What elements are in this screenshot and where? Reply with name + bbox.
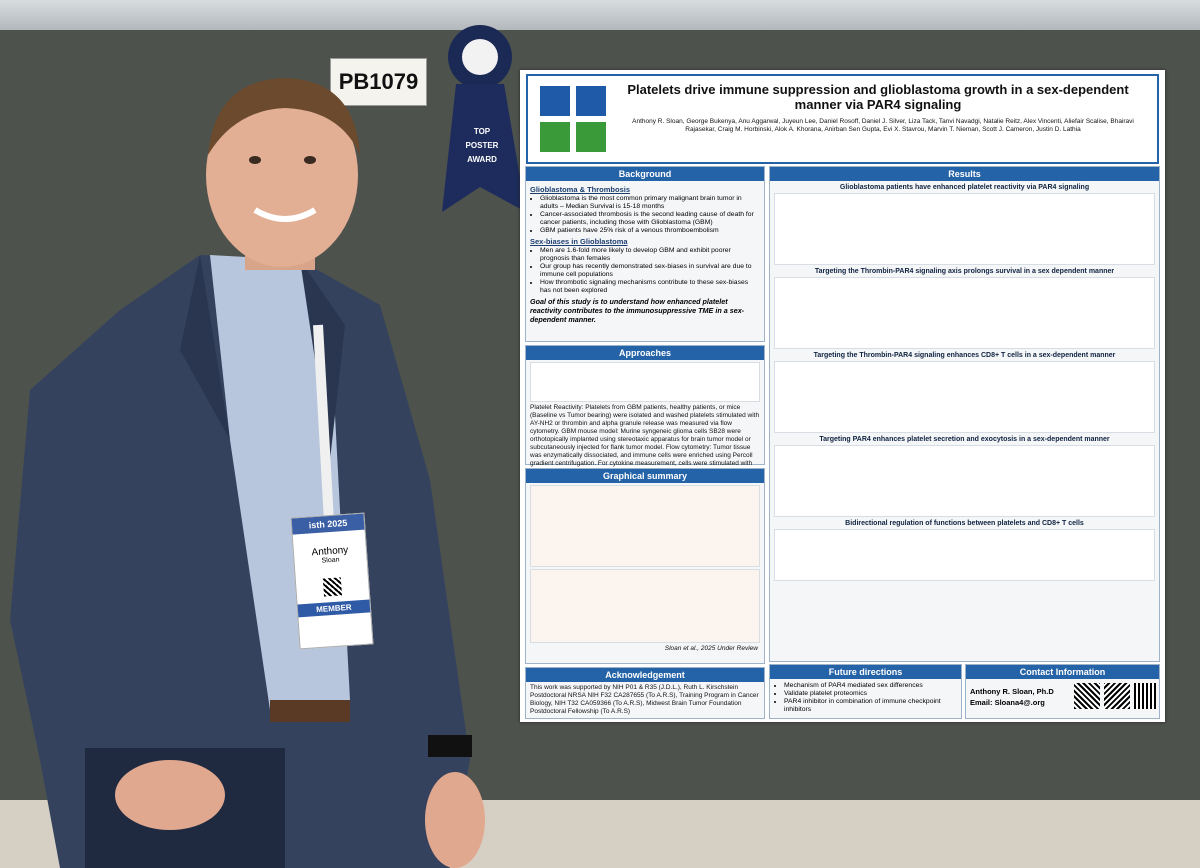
summary-panel: Graphical summary Sloan et al., 2025 Und… [525, 468, 765, 664]
section-heading: Graphical summary [526, 469, 764, 483]
eye [249, 156, 261, 164]
lanyard [313, 324, 335, 541]
results-panel: Results Glioblastoma patients have enhan… [769, 166, 1160, 662]
approaches-text: Platelet Reactivity: Platelets from GBM … [530, 404, 760, 475]
results-body: Glioblastoma patients have enhanced plat… [770, 184, 1159, 581]
bullet: Cancer-associated thrombosis is the seco… [540, 211, 760, 227]
rosette-center [462, 39, 498, 75]
hand [115, 760, 225, 830]
section-heading: Background [526, 167, 764, 181]
watch [428, 735, 472, 757]
bullet: How thrombotic signaling mechanisms cont… [540, 279, 760, 295]
acknowledgement-panel: Acknowledgement This work was supported … [525, 667, 765, 719]
future-panel: Future directions Mechanism of PAR4 medi… [769, 664, 962, 719]
approaches-panel: Approaches Platelet Reactivity: Platelet… [525, 345, 765, 475]
results-figure [774, 361, 1155, 433]
section-heading: Results [770, 167, 1159, 181]
results-figure [774, 277, 1155, 349]
bullet: Men are 1.6-fold more likely to develop … [540, 247, 760, 263]
contact-email: Email: Sloana4@.org [970, 698, 1045, 707]
qr-code [1074, 683, 1100, 709]
booth-number: PB1079 [330, 58, 427, 106]
qr-code [1134, 683, 1156, 709]
ribbon-word: TOP [474, 127, 491, 136]
results-subheading: Targeting PAR4 enhances platelet secreti… [819, 436, 1110, 443]
results-subheading: Targeting the Thrombin-PAR4 signaling ax… [814, 268, 1115, 275]
background-body: Glioblastoma & ThrombosisGlioblastoma is… [526, 181, 764, 326]
ribbon-word: AWARD [467, 155, 497, 164]
section-heading: Approaches [526, 346, 764, 360]
bullet: GBM patients have 25% risk of a venous t… [540, 227, 760, 235]
lapel [180, 255, 230, 440]
bullet: Mechanism of PAR4 mediated sex differenc… [784, 682, 957, 690]
hair [208, 78, 360, 155]
section-heading: Contact Information [966, 665, 1159, 679]
bullet: Validate platelet proteomics [784, 690, 957, 698]
results-subheading: Glioblastoma patients have enhanced plat… [839, 184, 1090, 191]
ribbon-tail [442, 84, 526, 212]
smile [253, 207, 317, 222]
summary-figure [530, 485, 760, 567]
bullet: Our group has recently demonstrated sex-… [540, 263, 760, 279]
logo-part [576, 86, 606, 116]
belt [270, 700, 350, 722]
bullet: Glioblastoma is the most common primary … [540, 195, 760, 211]
results-figure [774, 193, 1155, 265]
ribbon-word: POSTER [466, 141, 499, 150]
review-note: Sloan et al., 2025 Under Review [664, 645, 758, 652]
logo [540, 86, 606, 152]
sub-heading: Glioblastoma & Thrombosis [530, 185, 631, 194]
contact-panel: Contact Information Anthony R. Sloan, Ph… [965, 664, 1160, 719]
badge-event: isth 2025 [291, 513, 365, 535]
badge-qr [322, 577, 343, 597]
bullet-list: Glioblastoma is the most common primary … [530, 195, 760, 235]
results-figure [774, 529, 1155, 581]
authors: Anthony R. Sloan, George Bukenya, Anu Ag… [632, 118, 1134, 133]
qr-code [1104, 683, 1130, 709]
results-subheading: Bidirectional regulation of functions be… [845, 520, 1084, 527]
poster-header: Platelets drive immune suppression and g… [526, 74, 1159, 164]
poster-title: Platelets drive immune suppression and g… [627, 82, 1129, 112]
person [10, 78, 485, 868]
approach-figure [530, 362, 760, 402]
goal: Goal of this study is to understand how … [530, 297, 745, 324]
contact-name: Anthony R. Sloan, Ph.D [970, 687, 1054, 696]
bullet-list: Men are 1.6-fold more likely to develop … [530, 247, 760, 295]
logo-part [576, 122, 606, 152]
ribbon-text: TOP POSTER AWARD [466, 127, 499, 164]
face [206, 83, 358, 267]
future-list: Mechanism of PAR4 mediated sex differenc… [770, 679, 961, 714]
bullet: PAR4 inhibitor in combination of immune … [784, 698, 957, 714]
section-heading: Future directions [770, 665, 961, 679]
acknowledgement-text: This work was supported by NIH P01 & R35… [530, 684, 759, 715]
suit-jacket [10, 255, 470, 868]
logo-part [540, 122, 570, 152]
results-subheading: Targeting the Thrombin-PAR4 signaling en… [813, 352, 1116, 359]
results-figure [774, 445, 1155, 517]
summary-figure [530, 569, 760, 643]
poster: Platelets drive immune suppression and g… [520, 70, 1165, 722]
section-heading: Acknowledgement [526, 668, 764, 682]
sub-heading: Sex-biases in Glioblastoma [530, 237, 628, 246]
background-panel: Background Glioblastoma & ThrombosisGlio… [525, 166, 765, 342]
ribbon: TOP POSTER AWARD [442, 25, 526, 212]
hand [425, 772, 485, 868]
eye [304, 156, 316, 164]
logo-part [540, 86, 570, 116]
name-badge: isth 2025 Anthony Sloan MEMBER [290, 512, 374, 650]
badge-role: MEMBER [297, 599, 371, 618]
